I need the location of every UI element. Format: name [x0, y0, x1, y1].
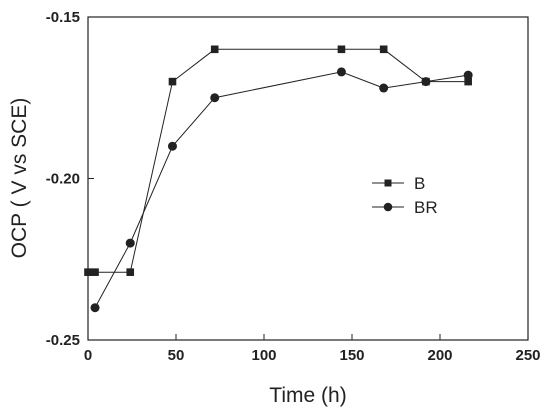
y-tick-label: -0.25 — [46, 332, 80, 349]
series-line-br — [94, 71, 469, 308]
data-point-b — [210, 45, 219, 54]
y-axis: -0.25 -0.20 -0.15 — [46, 9, 94, 349]
data-point-b — [84, 268, 92, 276]
data-point-br — [421, 77, 431, 87]
y-axis-title: OCP ( V vs SCE) — [8, 98, 31, 259]
series-line-b — [88, 48, 469, 273]
plot-area-border — [87, 16, 529, 341]
x-tick-label: 50 — [168, 347, 185, 364]
legend-label-b: B — [414, 174, 425, 193]
x-tick-label: 0 — [84, 347, 92, 364]
data-point-b — [168, 77, 177, 86]
x-tick-label: 250 — [515, 347, 540, 364]
x-axis: 0 50 100 150 200 250 — [84, 334, 541, 364]
legend-marker-circle — [383, 202, 393, 212]
data-point-br — [210, 93, 220, 103]
data-point-br — [336, 67, 346, 77]
data-point-br — [379, 83, 389, 93]
data-point-b — [126, 268, 135, 276]
data-point-br — [125, 238, 135, 248]
y-tick-label: -0.20 — [46, 171, 80, 188]
data-point-b — [337, 45, 346, 54]
data-point-b — [464, 77, 472, 86]
legend-marker-square — [384, 179, 392, 187]
plot-frame — [87, 16, 529, 341]
x-axis-title: Time (h) — [269, 384, 346, 407]
series-layer — [84, 45, 473, 313]
data-point-br — [463, 70, 473, 80]
data-point-br — [167, 141, 177, 151]
legend-item-br: BR — [372, 198, 438, 217]
data-point-br — [90, 303, 100, 313]
x-tick-label: 200 — [427, 347, 452, 364]
x-tick-label: 100 — [251, 347, 276, 364]
legend: B BR — [372, 174, 438, 217]
data-point-b — [379, 45, 388, 54]
x-tick-label: 150 — [339, 347, 364, 364]
legend-label-br: BR — [414, 198, 438, 217]
y-tick-label: -0.15 — [46, 9, 80, 26]
legend-item-b: B — [372, 174, 425, 193]
data-point-b — [91, 268, 99, 276]
